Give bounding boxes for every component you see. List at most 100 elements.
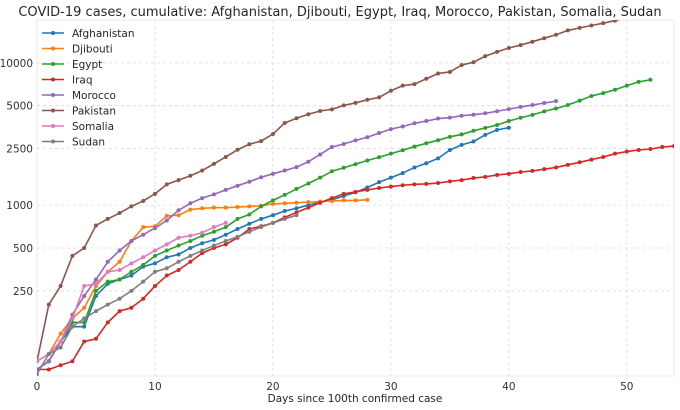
data-point-somalia xyxy=(152,248,157,253)
data-point-morocco xyxy=(459,113,464,118)
data-point-iraq xyxy=(447,179,452,184)
data-point-egypt xyxy=(141,262,146,267)
data-point-egypt xyxy=(82,320,87,325)
data-point-egypt xyxy=(200,233,205,238)
data-point-egypt xyxy=(506,119,511,124)
data-point-pakistan xyxy=(164,182,169,187)
data-point-iraq xyxy=(141,296,146,301)
data-point-iraq xyxy=(176,268,181,273)
data-point-egypt xyxy=(247,212,252,217)
data-point-egypt xyxy=(176,243,181,248)
data-point-djibouti xyxy=(211,205,216,210)
series-line-iraq xyxy=(37,145,674,371)
data-point-egypt xyxy=(318,175,323,180)
plot-area xyxy=(36,19,675,377)
data-point-morocco xyxy=(518,104,523,109)
data-point-afghanistan xyxy=(235,226,240,231)
data-point-afghanistan xyxy=(200,241,205,246)
data-point-pakistan xyxy=(294,116,299,121)
data-point-morocco xyxy=(259,175,264,180)
data-point-djibouti xyxy=(82,305,87,310)
data-point-sudan xyxy=(82,316,87,321)
y-tick-label: 10000 xyxy=(0,58,33,70)
data-point-pakistan xyxy=(341,103,346,108)
data-point-pakistan xyxy=(200,168,205,173)
data-point-afghanistan xyxy=(211,237,216,242)
data-point-pakistan xyxy=(141,198,146,203)
data-point-egypt xyxy=(589,93,594,98)
data-point-egypt xyxy=(648,77,653,82)
data-point-iraq xyxy=(294,210,299,215)
data-point-sudan xyxy=(58,345,63,350)
data-point-pakistan xyxy=(530,39,535,44)
data-point-morocco xyxy=(176,208,181,213)
data-point-pakistan xyxy=(365,97,370,102)
data-point-morocco xyxy=(554,99,559,104)
legend-label: Afghanistan xyxy=(72,28,135,40)
data-point-iraq xyxy=(223,242,228,247)
data-point-pakistan xyxy=(601,21,606,26)
data-point-somalia xyxy=(58,339,63,344)
data-point-sudan xyxy=(152,269,157,274)
data-point-morocco xyxy=(353,138,358,143)
data-point-morocco xyxy=(247,179,252,184)
data-point-pakistan xyxy=(223,154,228,159)
series-somalia xyxy=(37,220,228,364)
data-point-iraq xyxy=(365,187,370,192)
series-line-egypt xyxy=(37,79,651,371)
data-point-iraq xyxy=(70,359,75,364)
data-point-iraq xyxy=(530,168,535,173)
data-point-morocco xyxy=(341,141,346,146)
data-point-pakistan xyxy=(282,120,287,125)
data-point-somalia xyxy=(70,316,75,321)
data-point-egypt xyxy=(613,87,618,92)
data-point-iraq xyxy=(93,336,98,341)
data-point-pakistan xyxy=(188,173,193,178)
data-point-iraq xyxy=(577,160,582,165)
series-djibouti xyxy=(37,197,370,364)
legend-swatch-marker xyxy=(51,77,55,82)
x-tick-label: 10 xyxy=(148,381,161,393)
data-point-iraq xyxy=(542,167,547,172)
data-point-iraq xyxy=(518,169,523,174)
data-point-egypt xyxy=(624,83,629,88)
x-tick-label: 40 xyxy=(502,381,515,393)
data-point-djibouti xyxy=(117,259,122,264)
legend-swatch-marker xyxy=(51,93,55,97)
data-point-djibouti xyxy=(235,205,240,210)
data-point-egypt xyxy=(152,253,157,258)
data-point-afghanistan xyxy=(129,273,134,278)
x-tick-label: 50 xyxy=(620,381,633,393)
data-point-iraq xyxy=(554,165,559,170)
data-point-afghanistan xyxy=(388,175,393,180)
data-point-egypt xyxy=(282,192,287,197)
data-point-somalia xyxy=(211,225,216,230)
data-point-iraq xyxy=(129,305,134,310)
data-point-pakistan xyxy=(93,223,98,228)
series-sudan xyxy=(37,213,299,376)
data-point-afghanistan xyxy=(82,324,87,329)
data-point-morocco xyxy=(129,238,134,243)
data-point-egypt xyxy=(518,115,523,120)
data-point-iraq xyxy=(82,339,87,344)
data-point-afghanistan xyxy=(188,245,193,250)
data-point-morocco xyxy=(294,165,299,170)
data-point-sudan xyxy=(247,229,252,234)
data-point-egypt xyxy=(388,151,393,156)
data-point-sudan xyxy=(129,288,134,293)
data-point-afghanistan xyxy=(495,127,500,132)
data-point-afghanistan xyxy=(412,165,417,170)
data-point-morocco xyxy=(400,124,405,129)
data-point-pakistan xyxy=(483,54,488,59)
data-point-pakistan xyxy=(447,69,452,74)
data-point-iraq xyxy=(188,259,193,264)
data-point-somalia xyxy=(82,284,87,289)
data-point-egypt xyxy=(353,162,358,167)
data-point-egypt xyxy=(365,158,370,163)
data-point-pakistan xyxy=(318,108,323,113)
data-point-morocco xyxy=(105,259,110,264)
data-point-morocco xyxy=(235,183,240,188)
data-point-iraq xyxy=(495,172,500,177)
legend-swatch-marker xyxy=(51,108,55,113)
data-point-sudan xyxy=(259,225,264,230)
